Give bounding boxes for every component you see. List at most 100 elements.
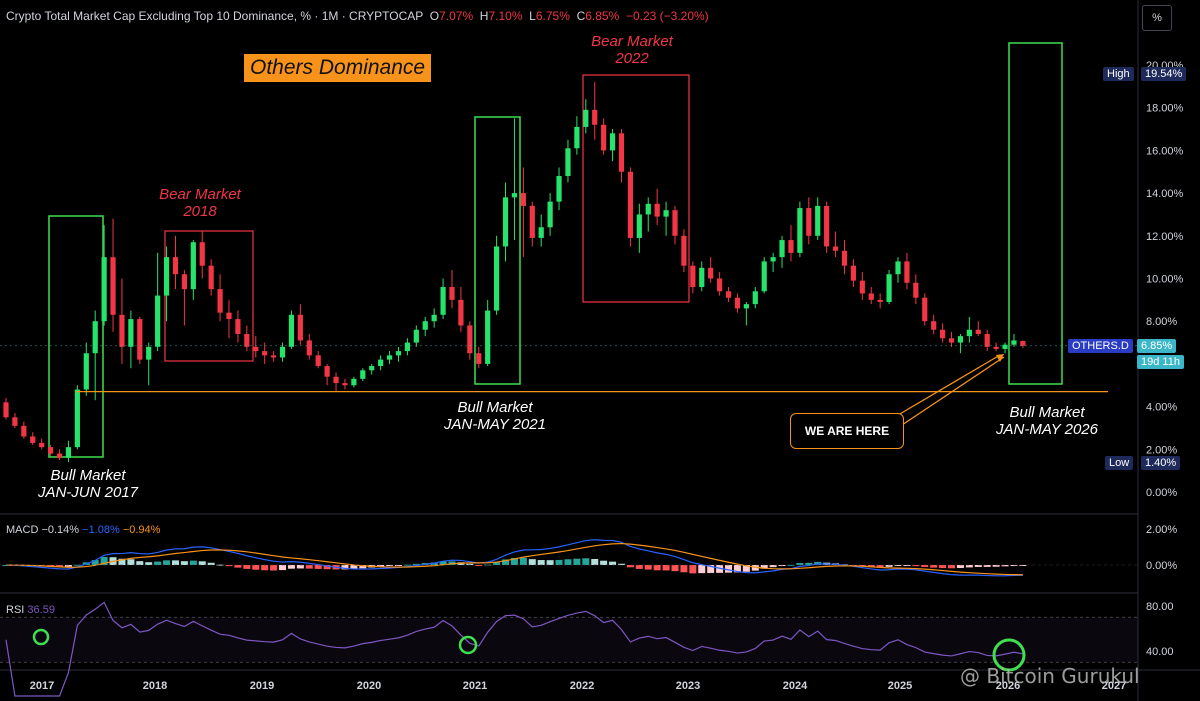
bear-2018-line1: Bear Market bbox=[159, 186, 241, 203]
macd-histogram-bar bbox=[377, 565, 385, 567]
candle-body bbox=[262, 351, 268, 356]
macd-histogram-bar bbox=[609, 561, 617, 565]
candle-body bbox=[244, 334, 250, 347]
candle-body bbox=[922, 297, 928, 322]
candle-body bbox=[1011, 340, 1017, 345]
candle-body bbox=[181, 274, 187, 290]
candle-body bbox=[672, 210, 678, 236]
candle-body bbox=[877, 299, 883, 302]
macd-histogram-bar bbox=[939, 565, 947, 569]
candle-body bbox=[601, 124, 607, 151]
macd-histogram-bar bbox=[983, 565, 991, 567]
macd-value-3: −0.94% bbox=[122, 524, 161, 536]
candle-body bbox=[788, 240, 794, 253]
candle-body bbox=[957, 336, 964, 343]
candle-body bbox=[3, 402, 9, 418]
candle-body bbox=[395, 351, 402, 356]
x-tick-label: 2025 bbox=[888, 680, 912, 692]
macd-histogram-bar bbox=[279, 565, 287, 571]
candle-body bbox=[279, 346, 286, 358]
x-tick-label: 2026 bbox=[996, 680, 1020, 692]
open-value: 7.07% bbox=[439, 9, 474, 23]
macd-histogram-bar bbox=[91, 560, 99, 565]
candle-body bbox=[529, 205, 535, 238]
candle-body bbox=[627, 171, 633, 238]
candle-body bbox=[342, 383, 348, 386]
macd-histogram-bar bbox=[1019, 565, 1027, 566]
x-tick-label: 2023 bbox=[676, 680, 700, 692]
macd-histogram-bar bbox=[359, 565, 367, 569]
rsi-legend: RSI 36.59 bbox=[6, 604, 55, 616]
macd-histogram-bar bbox=[903, 565, 911, 566]
candle-body bbox=[663, 210, 669, 217]
arrow-line bbox=[892, 354, 1001, 419]
macd-histogram-bar bbox=[403, 564, 411, 566]
candle-body bbox=[101, 257, 107, 322]
candle-body bbox=[65, 447, 72, 458]
candle-body bbox=[333, 376, 339, 384]
macd-histogram-bar bbox=[100, 557, 108, 565]
bull-2026-line1: Bull Market bbox=[1009, 404, 1085, 421]
candle-body bbox=[948, 338, 955, 343]
macd-histogram-bar bbox=[528, 559, 536, 565]
candle-body bbox=[583, 109, 589, 127]
candle-body bbox=[128, 319, 134, 347]
candle-body bbox=[360, 370, 366, 379]
candle-body bbox=[645, 203, 651, 215]
macd-line bbox=[5, 539, 1023, 577]
candle-body bbox=[618, 133, 625, 172]
rsi-low-circle-2017 bbox=[32, 628, 50, 646]
bull-box-2026 bbox=[1008, 42, 1063, 385]
macd-histogram-bar bbox=[1010, 565, 1018, 566]
macd-histogram-bar bbox=[386, 565, 394, 566]
macd-histogram-bar bbox=[742, 565, 750, 572]
bear-box-2022 bbox=[582, 74, 690, 303]
candle-body bbox=[306, 340, 312, 356]
chart-header: Crypto Total Market Cap Excluding Top 10… bbox=[6, 9, 709, 23]
candle-body bbox=[351, 378, 357, 386]
candle-body bbox=[163, 257, 170, 296]
candle-body bbox=[199, 242, 205, 266]
y-tick-label: 8.00% bbox=[1146, 316, 1177, 328]
candle-body bbox=[850, 265, 856, 281]
x-tick-label: 2022 bbox=[570, 680, 594, 692]
bull-2026-label: Bull Market JAN-MAY 2026 bbox=[985, 404, 1109, 438]
symbol-title[interactable]: Crypto Total Market Cap Excluding Top 10… bbox=[6, 9, 424, 23]
candle-body bbox=[146, 346, 152, 360]
candle-body bbox=[859, 280, 865, 294]
rsi-name: RSI bbox=[6, 604, 25, 616]
candle-body bbox=[440, 287, 446, 315]
macd-histogram-bar bbox=[769, 565, 777, 568]
macd-histogram-bar bbox=[163, 560, 171, 565]
candle-body bbox=[92, 321, 98, 354]
candle-body bbox=[110, 257, 116, 315]
candle-body bbox=[235, 319, 241, 335]
bull-2021-line1: Bull Market bbox=[457, 399, 533, 416]
macd-histogram-bar bbox=[502, 559, 510, 565]
macd-histogram-bar bbox=[207, 562, 215, 565]
macd-pane bbox=[0, 539, 1138, 577]
candle-body bbox=[502, 197, 509, 247]
macd-histogram-bar bbox=[921, 565, 929, 567]
macd-histogram-bar bbox=[341, 565, 349, 570]
macd-histogram-bar bbox=[234, 565, 242, 568]
x-tick-label: 2027 bbox=[1102, 680, 1126, 692]
candle-body bbox=[253, 346, 259, 352]
change-value: −0.23 (−3.20%) bbox=[625, 9, 709, 23]
macd-legend: MACD −0.14% −1.08% −0.94% bbox=[6, 524, 160, 536]
candle-body bbox=[30, 436, 36, 443]
percent-scale-button[interactable]: % bbox=[1142, 5, 1172, 31]
candle-body bbox=[494, 246, 500, 311]
macd-histogram-bar bbox=[912, 565, 920, 567]
macd-histogram-bar bbox=[394, 565, 402, 566]
bull-2021-label: Bull Market JAN-MAY 2021 bbox=[430, 399, 560, 433]
candle-body bbox=[520, 193, 526, 206]
macd-histogram-bar bbox=[296, 565, 304, 569]
macd-histogram-bar bbox=[216, 564, 224, 566]
bear-2018-line2: 2018 bbox=[183, 203, 217, 220]
macd-histogram-bar bbox=[600, 560, 608, 565]
x-tick-label: 2018 bbox=[143, 680, 167, 692]
candle-body bbox=[315, 355, 321, 367]
candle-body bbox=[743, 304, 749, 309]
macd-histogram-bar bbox=[787, 564, 795, 566]
